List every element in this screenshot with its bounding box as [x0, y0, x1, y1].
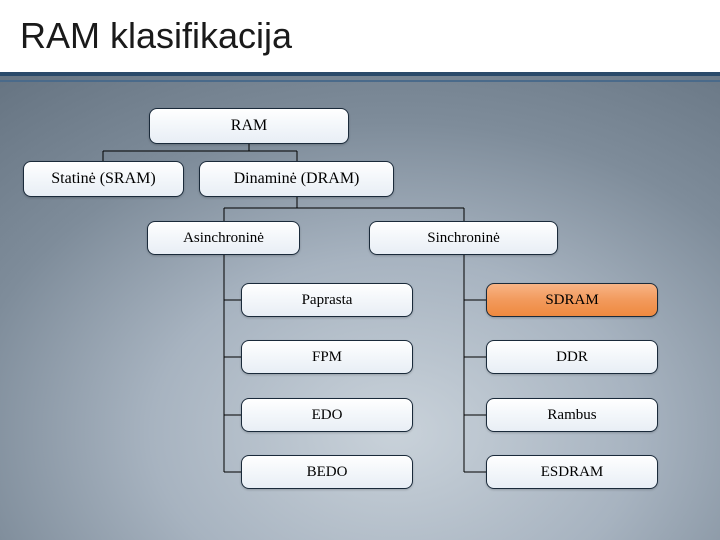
node-edo: EDO [241, 398, 413, 432]
node-label: Statinė (SRAM) [51, 170, 155, 188]
node-esdram: ESDRAM [486, 455, 658, 489]
node-fpm: FPM [241, 340, 413, 374]
node-label: EDO [312, 407, 343, 424]
node-ddr: DDR [486, 340, 658, 374]
node-dram: Dinaminė (DRAM) [199, 161, 394, 197]
node-label: Rambus [547, 407, 596, 424]
node-async: Asinchroninė [147, 221, 300, 255]
node-label: Asinchroninė [183, 230, 264, 247]
node-rambus: Rambus [486, 398, 658, 432]
node-bedo: BEDO [241, 455, 413, 489]
node-label: Paprasta [302, 292, 353, 309]
node-label: Sinchroninė [427, 230, 500, 247]
node-paprasta: Paprasta [241, 283, 413, 317]
node-label: Dinaminė (DRAM) [234, 170, 360, 188]
node-sync: Sinchroninė [369, 221, 558, 255]
node-label: DDR [556, 349, 588, 366]
node-ram: RAM [149, 108, 349, 144]
node-label: BEDO [307, 464, 348, 481]
node-label: ESDRAM [541, 464, 604, 481]
node-label: SDRAM [545, 292, 598, 309]
node-label: FPM [312, 349, 342, 366]
node-sdram: SDRAM [486, 283, 658, 317]
node-sram: Statinė (SRAM) [23, 161, 184, 197]
diagram-canvas: RAM Statinė (SRAM) Dinaminė (DRAM) Asinc… [0, 0, 720, 540]
node-label: RAM [231, 117, 267, 135]
